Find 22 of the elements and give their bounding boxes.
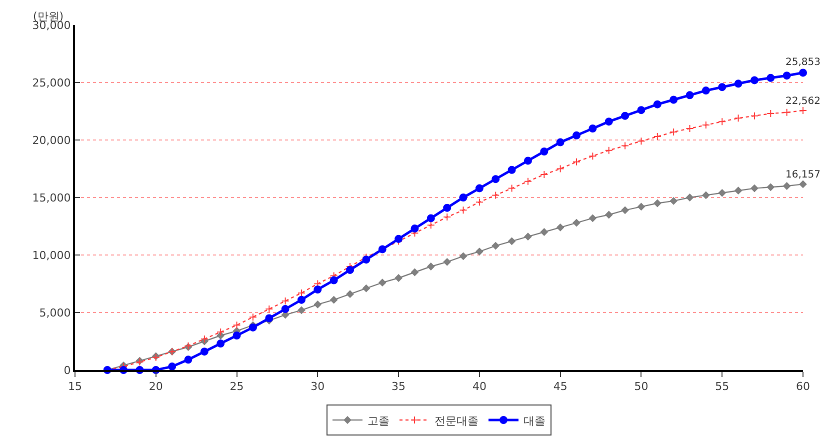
- legend-label: 대졸: [524, 414, 546, 428]
- x-tick-label: 50: [634, 380, 648, 394]
- legend-label: 전문대졸: [434, 414, 478, 428]
- y-tick-label: 20,000: [32, 134, 71, 147]
- data-label: 25,853: [786, 56, 820, 68]
- y-tick-label: 0: [64, 364, 71, 377]
- y-tick-label: 15,000: [32, 191, 71, 204]
- x-tick-label: 45: [553, 380, 568, 394]
- y-tick-label: 5,000: [39, 306, 71, 320]
- y-tick-label: 25,000: [32, 76, 71, 90]
- data-label: 22,562: [786, 96, 820, 107]
- x-tick-label: 15: [68, 380, 82, 394]
- x-tick-label: 60: [796, 380, 810, 394]
- x-tick-label: 55: [715, 380, 730, 394]
- x-tick-label: 35: [392, 380, 406, 394]
- x-tick-label: 20: [148, 380, 163, 394]
- legend-label: 고졸: [368, 414, 390, 428]
- x-tick-label: 30: [310, 380, 325, 394]
- data-label: 16,157: [786, 170, 820, 181]
- x-tick-label: 40: [472, 380, 486, 394]
- x-tick-label: 25: [230, 380, 244, 394]
- y-tick-label: 10,000: [32, 248, 71, 262]
